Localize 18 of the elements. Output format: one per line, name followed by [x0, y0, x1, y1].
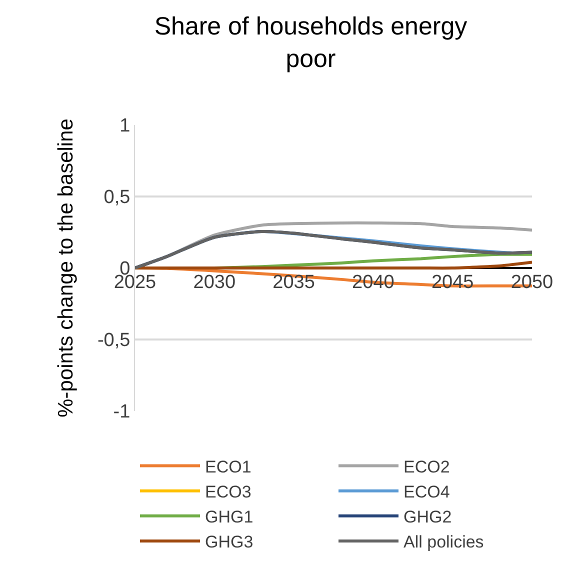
y-tick-label: 1 — [120, 116, 130, 137]
legend-label: GHG3 — [205, 532, 254, 552]
legend-label: ECO1 — [205, 457, 252, 476]
legend-label: ECO3 — [205, 482, 252, 502]
line-series — [135, 230, 532, 270]
y-axis-title: %-points change to the baseline — [54, 118, 78, 418]
legend-label: GHG2 — [404, 508, 452, 527]
y-tick-label: 0,5 — [104, 187, 130, 208]
legend-label: ECO4 — [404, 482, 450, 502]
x-tick-label: 2035 — [272, 272, 315, 293]
y-tick-label: -1 — [113, 402, 130, 423]
legend-label: ECO2 — [404, 457, 450, 476]
y-tick-label: -0,5 — [97, 330, 130, 352]
x-tick-label: 2050 — [510, 272, 554, 293]
legend-label: GHG1 — [205, 508, 254, 527]
chart-title: Share of households energy poor — [154, 12, 468, 73]
x-tick-label: 2030 — [193, 272, 236, 293]
legend-label: All policies — [404, 532, 484, 552]
